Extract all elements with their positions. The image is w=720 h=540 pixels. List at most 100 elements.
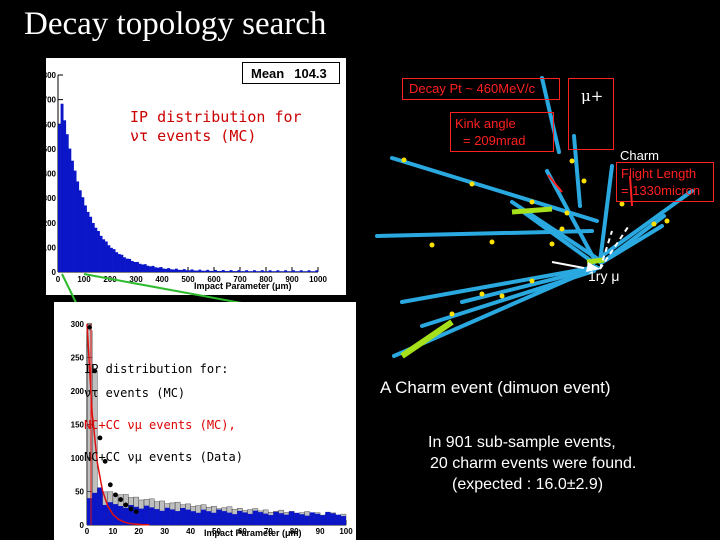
event-display-tracks <box>375 76 694 359</box>
histogram-bar <box>180 269 184 272</box>
stats-label: Mean <box>251 66 285 81</box>
histogram-bar <box>297 271 301 272</box>
ip-histogram-zoom-plot: 0 50 100 150 200 250 300 0 10 20 30 40 50 60 70 80 90 10… <box>71 320 354 538</box>
summary-line-3: (expected : 16.0±2.9) <box>452 476 604 493</box>
event-display: Decay Pt ~ 460MeV/c Kink angle = 209mrad… <box>362 56 720 378</box>
histogram-bar <box>201 270 204 272</box>
data-point <box>97 435 103 441</box>
track <box>420 269 596 328</box>
tau-bar <box>123 507 129 525</box>
tau-bar <box>149 507 155 525</box>
y-tick-labels: 0 50 100 150 200 250 300 <box>71 320 85 530</box>
track-hit <box>559 226 565 232</box>
x-tick-label: 50 <box>212 527 221 536</box>
event-caption: A Charm event (dimuon event) <box>380 378 611 397</box>
y-tick-label: 700 <box>46 96 57 105</box>
flight-length-line-1: Flight Length <box>621 166 697 181</box>
histogram-bar <box>284 270 288 272</box>
tau-bar <box>314 513 321 525</box>
tau-bar <box>304 515 310 525</box>
histogram-bar <box>214 269 217 272</box>
histogram-bar <box>123 257 126 272</box>
stats-mean-value: 104.3 <box>294 66 327 81</box>
histogram-bar <box>86 211 90 272</box>
summary-text: In 901 sub-sample events, 20 charm event… <box>428 432 636 495</box>
tau-bar <box>200 509 207 525</box>
histogram-bar <box>315 270 319 272</box>
track-hit <box>469 181 475 187</box>
histogram-bar <box>266 271 269 272</box>
legend-numu-mc: NC+CC νμ events (MC), <box>84 418 236 432</box>
stats-box: Mean 104.3 <box>242 62 340 84</box>
tau-bar <box>87 498 93 525</box>
histogram-bar <box>159 267 163 272</box>
tau-bar <box>294 512 300 525</box>
histogram-bar <box>60 103 64 272</box>
tau-bar <box>247 513 253 525</box>
tau-bar <box>175 511 181 525</box>
histogram-bar <box>250 271 254 272</box>
mc-line <box>86 323 150 526</box>
data-point <box>92 368 98 374</box>
x-tick-label: 700 <box>233 275 247 284</box>
track <box>599 224 664 265</box>
track <box>545 169 595 259</box>
tau-bar <box>278 513 284 525</box>
histogram-bar <box>89 216 93 272</box>
track <box>400 265 598 304</box>
histogram-bar <box>94 227 98 272</box>
histogram-bar <box>216 270 220 272</box>
ip-histogram-tau-plot: 0 100 200 300 400 500 600 700 800 0 100 200 300 400 5… <box>46 71 327 291</box>
histogram-bar <box>193 270 197 272</box>
histogram-bar <box>68 148 72 272</box>
histogram-bar <box>99 235 103 272</box>
data-point <box>107 482 113 488</box>
histogram-bar <box>149 266 152 272</box>
histogram-bar <box>175 268 178 272</box>
track-segment <box>511 206 553 215</box>
histogram-bar <box>71 160 74 272</box>
data-point <box>113 492 118 498</box>
tau-bar <box>128 505 134 525</box>
tau-bar <box>195 512 201 525</box>
tau-bar <box>340 516 346 525</box>
x-tick-label: 90 <box>316 527 325 536</box>
x-tick-label: 1000 <box>309 275 327 284</box>
histogram-bar <box>167 268 171 272</box>
y-tick-label: 50 <box>75 488 84 497</box>
tau-bar <box>164 507 170 525</box>
histogram-tau-bars <box>87 487 346 525</box>
y-tick-label: 100 <box>46 243 57 252</box>
track <box>390 156 599 223</box>
track-hit <box>429 242 435 248</box>
histogram-bar <box>104 241 108 272</box>
tau-bar <box>206 511 212 525</box>
histogram-bar <box>190 269 194 272</box>
y-tick-label: 500 <box>46 145 57 154</box>
y-tick-label: 150 <box>71 421 85 430</box>
histogram-bar <box>120 254 124 272</box>
histogram-bar <box>255 271 259 272</box>
x-tick-label: 300 <box>129 275 143 284</box>
x-tick-label: 0 <box>56 275 61 284</box>
histogram-bar <box>146 265 150 272</box>
histogram-bar <box>299 270 303 272</box>
tau-bar <box>257 512 264 525</box>
histogram-bar <box>185 270 189 272</box>
histogram-bar <box>247 271 251 272</box>
tau-bar <box>330 513 336 525</box>
data-point <box>128 506 134 512</box>
y-tick-label: 400 <box>46 170 57 179</box>
caption-line-1: IP distribution for <box>130 108 302 126</box>
tau-bar <box>143 505 150 525</box>
histogram-bar <box>81 197 85 272</box>
histogram-bar <box>242 271 246 272</box>
histogram-bar <box>307 270 311 272</box>
tau-bar <box>283 514 290 525</box>
tau-bar <box>273 511 279 525</box>
histogram-bar <box>312 271 316 272</box>
x-axis-label: Impact Parameter (μm) <box>194 281 292 291</box>
x-tick-label: 20 <box>134 527 143 536</box>
decay-pt-label: Decay Pt ~ 460MeV/c <box>402 78 560 100</box>
tau-bar <box>138 508 144 525</box>
